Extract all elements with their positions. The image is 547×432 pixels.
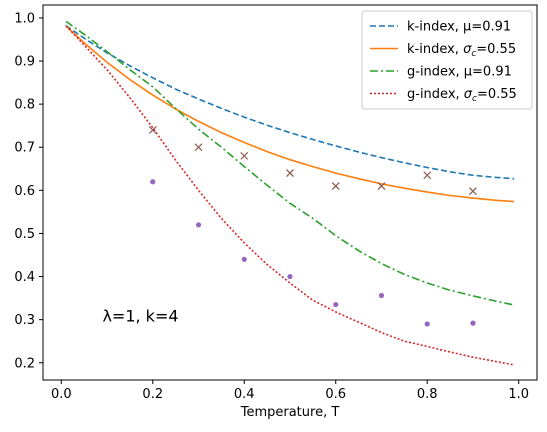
y-tick-label: 0.9 [14,55,35,70]
series-line-g-index-0-91 [65,20,515,306]
dot-marker-point [333,301,339,308]
y-tick-label: 0.4 [14,270,35,285]
legend-label: g-index, μ=0.91 [407,65,512,80]
x-marker-point [469,187,477,196]
dot-marker-point [195,222,202,228]
x-marker-point [377,182,386,190]
x-marker-point [331,182,340,190]
x-tick-label: 0.2 [142,387,163,402]
dot-marker-point [424,321,430,327]
legend-label: g-index, σc=0.55 [407,87,517,104]
y-tick-label: 0.8 [14,98,35,113]
dot-marker-point [470,320,476,326]
y-tick-label: 0.3 [14,313,35,328]
x-tick-label: 0.8 [417,387,438,402]
x-tick-label: 1.0 [508,387,529,402]
x-tick-label: 0.0 [51,387,72,402]
x-marker-point [286,169,294,178]
dot-marker-point [287,273,293,280]
x-marker-point [148,126,157,134]
legend: k-index, μ=0.91 k-index, σc=0.55 g-index, … [361,10,533,110]
annotation-text: λ=1, k=4 [102,306,178,325]
x-axis-label: Temperature, T [240,405,340,420]
y-tick-label: 0.5 [14,227,35,242]
x-marker-point [194,143,203,152]
series-line-k-index-0-91 [65,25,515,180]
axis-ticks: 0.0 0.2 0.4 0.6 0.8 1.0 0.2 0.3 0.4 0.5 0.6 0.7 0.8 0… [14,11,529,402]
series-line-g-index-c-0-55 [65,25,515,366]
series-line-k-index-c-0-55 [65,25,515,203]
plot-area [65,20,515,366]
x-marker-point [240,151,249,160]
axes-frame [42,4,538,381]
y-tick-label: 0.7 [14,141,35,156]
y-tick-label: 0.6 [14,184,35,199]
legend-label: k-index, μ=0.91 [407,20,511,35]
dot-marker-point [241,256,247,262]
x-tick-label: 0.6 [325,387,346,402]
dot-marker-point [150,179,156,185]
x-tick-label: 0.4 [234,387,255,402]
legend-box [361,10,533,110]
dot-marker-point [378,292,385,299]
legend-label: k-index, σc=0.55 [407,42,516,59]
y-tick-label: 1.0 [14,11,35,26]
y-tick-label: 0.2 [14,356,35,371]
x-marker-point [423,171,432,180]
